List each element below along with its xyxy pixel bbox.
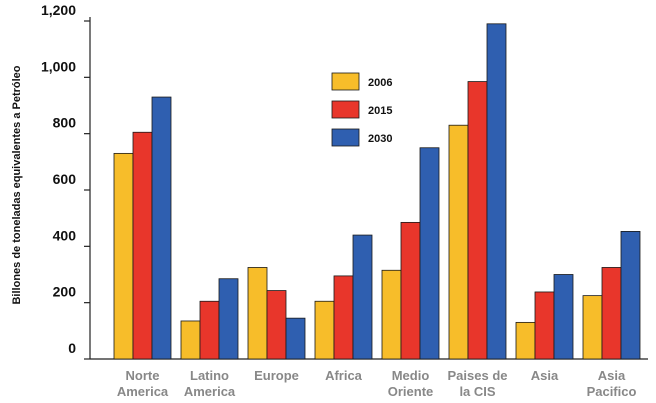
x-tick-label: Latino America (184, 368, 236, 399)
bar-2006-5 (448, 124, 469, 360)
bar-2030-0 (151, 96, 172, 360)
bar-2015-1 (199, 300, 220, 360)
bar-2015-4 (400, 221, 421, 360)
bar-2006-2 (247, 267, 268, 360)
y-tick-label: 1,000 (41, 58, 76, 74)
bar-2030-2 (285, 317, 306, 360)
legend-swatch-2015 (331, 100, 360, 119)
legend-swatch-2030 (331, 128, 360, 147)
bar-2030-5 (486, 23, 507, 360)
bar-2030-3 (352, 234, 373, 360)
bar-2006-0 (113, 152, 134, 360)
legend-label: 2006 (368, 77, 392, 89)
bar-2006-3 (314, 300, 335, 360)
y-tick-label: 600 (53, 171, 77, 187)
bar-2006-7 (582, 295, 603, 360)
y-tick-label: 200 (53, 284, 77, 300)
bar-2030-1 (218, 278, 239, 360)
x-tick-label: Paises de la CIS (448, 368, 508, 399)
bar-2006-1 (180, 320, 201, 360)
y-ticks: 0 200 400 600 800 1,000 1,200 (41, 2, 90, 360)
y-axis-label: Billones de toneladas equivalentes a Pet… (11, 65, 23, 304)
bar-2015-2 (266, 290, 287, 360)
bars (113, 23, 641, 360)
bar-2030-7 (620, 231, 641, 360)
y-tick-label: 0 (68, 340, 76, 356)
x-tick-label: Africa (325, 368, 363, 383)
legend-label: 2015 (368, 105, 392, 117)
legend-swatch-2006 (331, 72, 360, 91)
bar-2015-7 (601, 267, 622, 360)
bar-2030-6 (553, 274, 574, 360)
bar-2015-6 (534, 291, 555, 360)
bar-2006-6 (515, 321, 536, 360)
legend: 2006 2015 2030 (331, 72, 392, 147)
x-tick-label: Europe (254, 368, 299, 383)
x-tick-label: Norte America (117, 368, 169, 399)
x-ticks: Norte America Latino America Europe Africa Med… (117, 368, 637, 399)
bar-2030-4 (419, 147, 440, 360)
y-tick-label: 1,200 (41, 2, 76, 18)
bar-2015-3 (333, 275, 354, 360)
bar-2015-0 (132, 131, 153, 360)
y-tick-label: 800 (53, 115, 77, 131)
y-tick-label: 400 (53, 227, 77, 243)
x-tick-label: Medio Oriente (388, 368, 434, 399)
legend-label: 2030 (368, 133, 392, 145)
x-tick-label: Asia (531, 368, 559, 383)
bar-2006-4 (381, 269, 402, 360)
bar-2015-5 (467, 81, 488, 360)
x-tick-label: Asia Pacifico (587, 368, 637, 399)
